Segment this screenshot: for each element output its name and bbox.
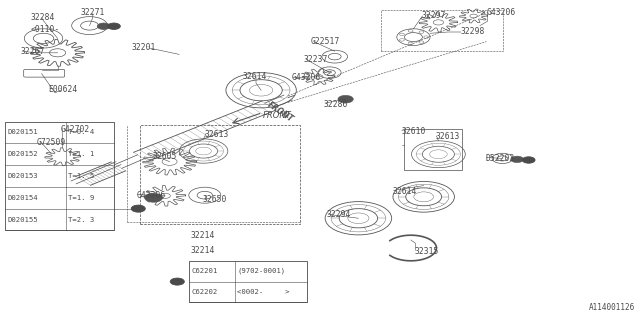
Text: <0002-     >: <0002- > bbox=[237, 289, 290, 295]
FancyBboxPatch shape bbox=[24, 69, 65, 77]
Text: ②: ② bbox=[526, 157, 531, 163]
Text: ①: ① bbox=[136, 206, 141, 211]
Circle shape bbox=[511, 156, 524, 163]
Circle shape bbox=[170, 278, 184, 285]
Text: <0110-: <0110- bbox=[31, 25, 60, 34]
Text: 32614: 32614 bbox=[243, 72, 267, 81]
Text: G43206: G43206 bbox=[136, 191, 166, 200]
Text: D020154: D020154 bbox=[8, 195, 38, 201]
Text: A114001126: A114001126 bbox=[589, 303, 635, 312]
Text: 32201: 32201 bbox=[132, 44, 156, 52]
Bar bbox=[5, 122, 114, 230]
Bar bbox=[140, 125, 300, 224]
Text: T=1. 9: T=1. 9 bbox=[68, 195, 95, 201]
Text: 32610: 32610 bbox=[402, 127, 426, 136]
Text: D52203: D52203 bbox=[485, 154, 515, 163]
Circle shape bbox=[67, 154, 82, 161]
Text: FRONT: FRONT bbox=[266, 100, 295, 124]
Text: G43206: G43206 bbox=[291, 73, 321, 82]
Text: E00624: E00624 bbox=[48, 85, 77, 94]
Bar bbox=[189, 261, 307, 302]
Text: C62201: C62201 bbox=[191, 268, 218, 274]
Text: 32298: 32298 bbox=[461, 28, 485, 36]
Bar bbox=[404, 129, 462, 170]
Text: ①: ① bbox=[111, 24, 116, 29]
Circle shape bbox=[131, 205, 145, 212]
FancyArrowPatch shape bbox=[483, 12, 484, 13]
Text: D020152: D020152 bbox=[8, 151, 38, 157]
Circle shape bbox=[338, 95, 353, 103]
Text: 32237: 32237 bbox=[304, 55, 328, 64]
Circle shape bbox=[108, 23, 120, 29]
Text: D020153: D020153 bbox=[8, 173, 38, 179]
Text: G72509: G72509 bbox=[37, 138, 67, 147]
Circle shape bbox=[97, 23, 110, 29]
Text: 32214: 32214 bbox=[190, 246, 214, 255]
Text: 32315: 32315 bbox=[414, 247, 438, 256]
Text: T=1. 1: T=1. 1 bbox=[68, 151, 95, 157]
Text: 32294: 32294 bbox=[326, 210, 351, 219]
Text: 32650: 32650 bbox=[203, 196, 227, 204]
Text: 32605: 32605 bbox=[152, 152, 177, 161]
Text: 32297: 32297 bbox=[421, 12, 445, 20]
Text: 32214: 32214 bbox=[190, 231, 214, 240]
Bar bbox=[381, 10, 503, 51]
Text: 32286: 32286 bbox=[323, 100, 348, 109]
Text: C62202: C62202 bbox=[191, 289, 218, 295]
Circle shape bbox=[522, 157, 535, 163]
Text: (9702-0001): (9702-0001) bbox=[237, 268, 285, 275]
Text: G42702: G42702 bbox=[61, 125, 90, 134]
Text: 32614: 32614 bbox=[392, 187, 417, 196]
Text: 32613: 32613 bbox=[435, 132, 460, 141]
Text: D020151: D020151 bbox=[8, 130, 38, 135]
Text: T=0. 4: T=0. 4 bbox=[68, 130, 95, 135]
Text: ②: ② bbox=[175, 279, 180, 284]
Text: 32267: 32267 bbox=[20, 47, 45, 56]
Text: G22517: G22517 bbox=[310, 37, 340, 46]
Text: T=1. 5: T=1. 5 bbox=[68, 173, 95, 179]
Text: G43206: G43206 bbox=[486, 8, 516, 17]
Text: 32271: 32271 bbox=[81, 8, 105, 17]
Text: T=2. 3: T=2. 3 bbox=[68, 217, 95, 222]
Text: FRONT: FRONT bbox=[262, 111, 291, 120]
Text: 32284: 32284 bbox=[31, 13, 55, 22]
Text: 32613: 32613 bbox=[205, 130, 229, 139]
Text: D020155: D020155 bbox=[8, 217, 38, 222]
Circle shape bbox=[145, 193, 163, 202]
